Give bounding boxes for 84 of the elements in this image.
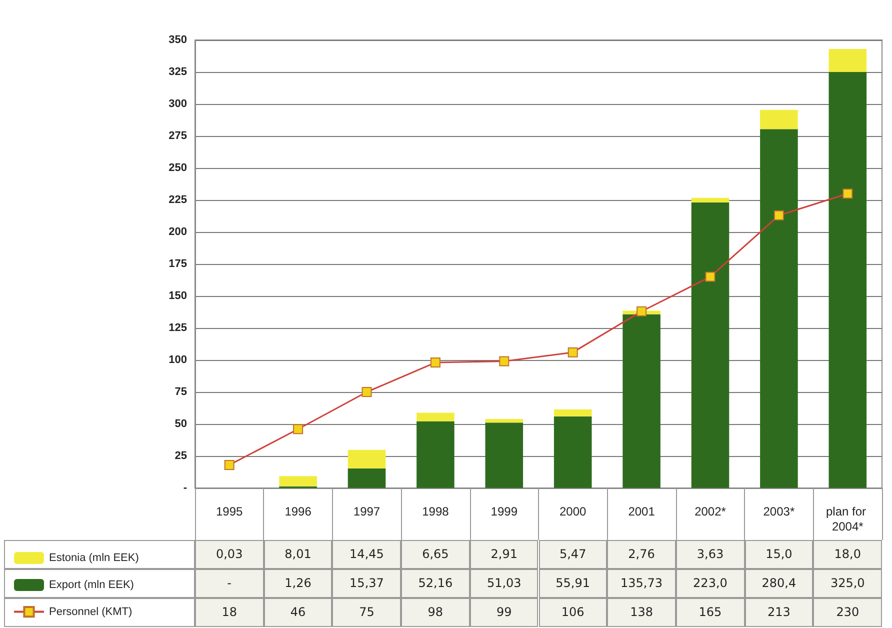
y-tick-label: 300 [168, 98, 187, 110]
bar [828, 48, 867, 72]
x-tick-label: 2000 [560, 504, 587, 518]
data-label: 8,01 [264, 540, 332, 569]
data-label: 213 [744, 598, 814, 627]
y-tick-label: 50 [174, 418, 187, 430]
data-label: 98 [401, 598, 470, 627]
y-tick-label: 250 [168, 162, 187, 174]
y-tick-label: 75 [174, 386, 187, 398]
data-label: 223,0 [676, 569, 745, 598]
bar [691, 198, 730, 203]
bar [485, 422, 524, 488]
point [568, 347, 578, 358]
y-tick-label: 150 [168, 290, 187, 302]
data-label: 165 [676, 598, 745, 627]
x-tick-label: 1996 [284, 504, 312, 518]
bar [691, 202, 730, 488]
y-tick-label: 200 [168, 226, 187, 238]
x-tick-label: 1997 [353, 504, 380, 518]
x-tick-label: plan for 2004* [826, 504, 870, 534]
data-label: 14,45 [332, 540, 402, 569]
data-label: 46 [264, 598, 332, 627]
data-label: 135,73 [607, 569, 676, 598]
data-label: 230 [813, 598, 882, 627]
x-tick-label: 2003* [763, 504, 795, 518]
y-tick-label: 100 [168, 354, 187, 366]
bar [348, 450, 386, 468]
y-tick-label: 275 [168, 130, 187, 142]
y-tick-label: 225 [168, 194, 187, 206]
y-tick-label: 175 [168, 258, 187, 270]
bar [760, 129, 798, 488]
point [774, 210, 784, 220]
point [362, 387, 372, 397]
legend-label: Personnel (KMT) [49, 606, 132, 618]
data-label: 0,03 [195, 540, 264, 569]
point [636, 306, 647, 316]
point [842, 188, 853, 199]
y-tick-label: 25 [174, 450, 187, 462]
bar [279, 476, 317, 486]
data-label: 18,0 [813, 540, 882, 569]
data-label: 55,91 [538, 569, 608, 598]
data-label: 75 [332, 598, 402, 627]
point [430, 358, 440, 368]
bar [828, 72, 867, 488]
bar [416, 421, 454, 488]
data-label: 3,63 [676, 540, 745, 569]
data-label: 5,47 [538, 540, 608, 569]
legend-label: Export (mln EEK) [49, 579, 134, 591]
data-label: 51,03 [470, 569, 538, 598]
point [224, 460, 234, 470]
data-label: 15,0 [744, 540, 814, 569]
legend-label: Estonia (mln EEK) [49, 552, 139, 564]
data-label: 99 [470, 598, 538, 627]
data-label: 325,0 [813, 569, 882, 598]
text: - [227, 576, 232, 590]
data-label: 15,37 [332, 569, 402, 598]
point [499, 356, 510, 366]
y-tick-label: 325 [168, 66, 187, 78]
bar [554, 409, 592, 416]
data-label: 1,26 [264, 569, 332, 598]
x-tick-label: 1999 [490, 504, 518, 518]
x-tick-label: 2002* [694, 504, 726, 518]
y-tick-label: 125 [168, 322, 187, 334]
data-label: 52,16 [401, 569, 470, 598]
x-tick-label: 1998 [422, 504, 450, 518]
y-tick-label: 350 [168, 34, 187, 46]
y-tick-label: - [183, 482, 188, 494]
data-label: 2,91 [470, 540, 538, 569]
bar [622, 314, 660, 488]
data-label: 106 [538, 598, 608, 627]
data-label: 280,4 [744, 569, 814, 598]
point [705, 272, 716, 282]
bar [416, 412, 454, 422]
data-label: 6,65 [401, 540, 470, 569]
x-tick-label: 1995 [216, 504, 244, 518]
data-label: 18 [195, 598, 264, 627]
x-tick-label: 2001 [628, 504, 656, 518]
data-label: 138 [607, 598, 676, 627]
data-label: 2,76 [607, 540, 676, 569]
bar [554, 416, 592, 488]
bar [760, 110, 798, 130]
point [293, 424, 304, 434]
bar [348, 468, 386, 488]
bar [485, 418, 524, 423]
